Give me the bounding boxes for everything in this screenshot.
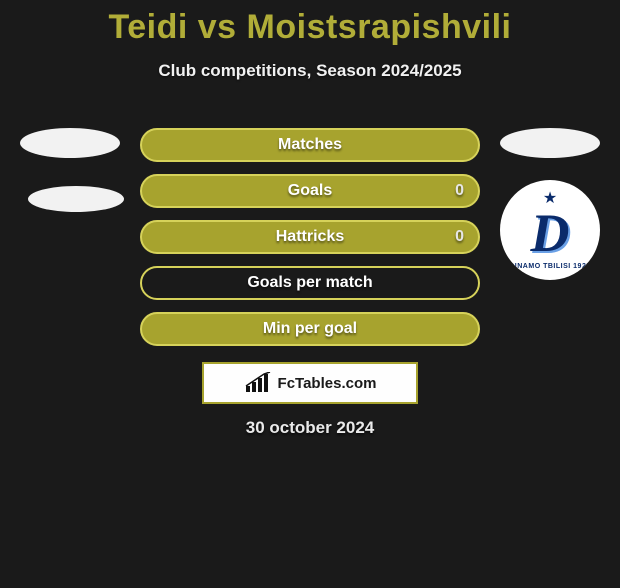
snapshot-date: 30 october 2024 bbox=[0, 418, 620, 438]
left-ellipse-2 bbox=[28, 186, 124, 212]
brand-text: FcTables.com bbox=[278, 375, 377, 392]
stat-bar: Min per goal bbox=[140, 312, 480, 346]
stat-bar-label: Goals per match bbox=[247, 274, 372, 292]
stat-bar: Goals 0 bbox=[140, 174, 480, 208]
club-year: 1925 bbox=[573, 263, 591, 270]
attribution-box: FcTables.com bbox=[202, 362, 418, 404]
stat-bar-value: 0 bbox=[455, 228, 464, 246]
stat-bar-label: Hattricks bbox=[276, 228, 344, 246]
right-player-column: ★ D DINAMO TBILISI 1925 bbox=[490, 128, 610, 280]
stat-bar-label: Min per goal bbox=[263, 320, 357, 338]
star-icon: ★ bbox=[543, 188, 557, 208]
stat-bars: Matches Goals 0 Hattricks 0 Goals per match Mi… bbox=[140, 128, 480, 358]
club-name-text: DINAMO TBILISI 1925 bbox=[509, 263, 590, 270]
stat-bar-label: Matches bbox=[278, 136, 342, 154]
page-title: Teidi vs Moistsrapishvili bbox=[0, 8, 620, 47]
club-name: DINAMO TBILISI bbox=[509, 263, 570, 270]
club-logo: ★ D DINAMO TBILISI 1925 bbox=[500, 180, 600, 280]
stat-bar: Goals per match bbox=[140, 266, 480, 300]
stat-bar: Matches bbox=[140, 128, 480, 162]
left-player-column bbox=[10, 128, 130, 240]
left-ellipse-1 bbox=[20, 128, 120, 158]
right-ellipse bbox=[500, 128, 600, 158]
stat-bar-label: Goals bbox=[288, 182, 332, 200]
subtitle: Club competitions, Season 2024/2025 bbox=[0, 61, 620, 81]
club-glyph: D bbox=[531, 206, 570, 260]
stat-bar: Hattricks 0 bbox=[140, 220, 480, 254]
barchart-icon bbox=[244, 372, 272, 394]
stat-bar-value: 0 bbox=[455, 182, 464, 200]
